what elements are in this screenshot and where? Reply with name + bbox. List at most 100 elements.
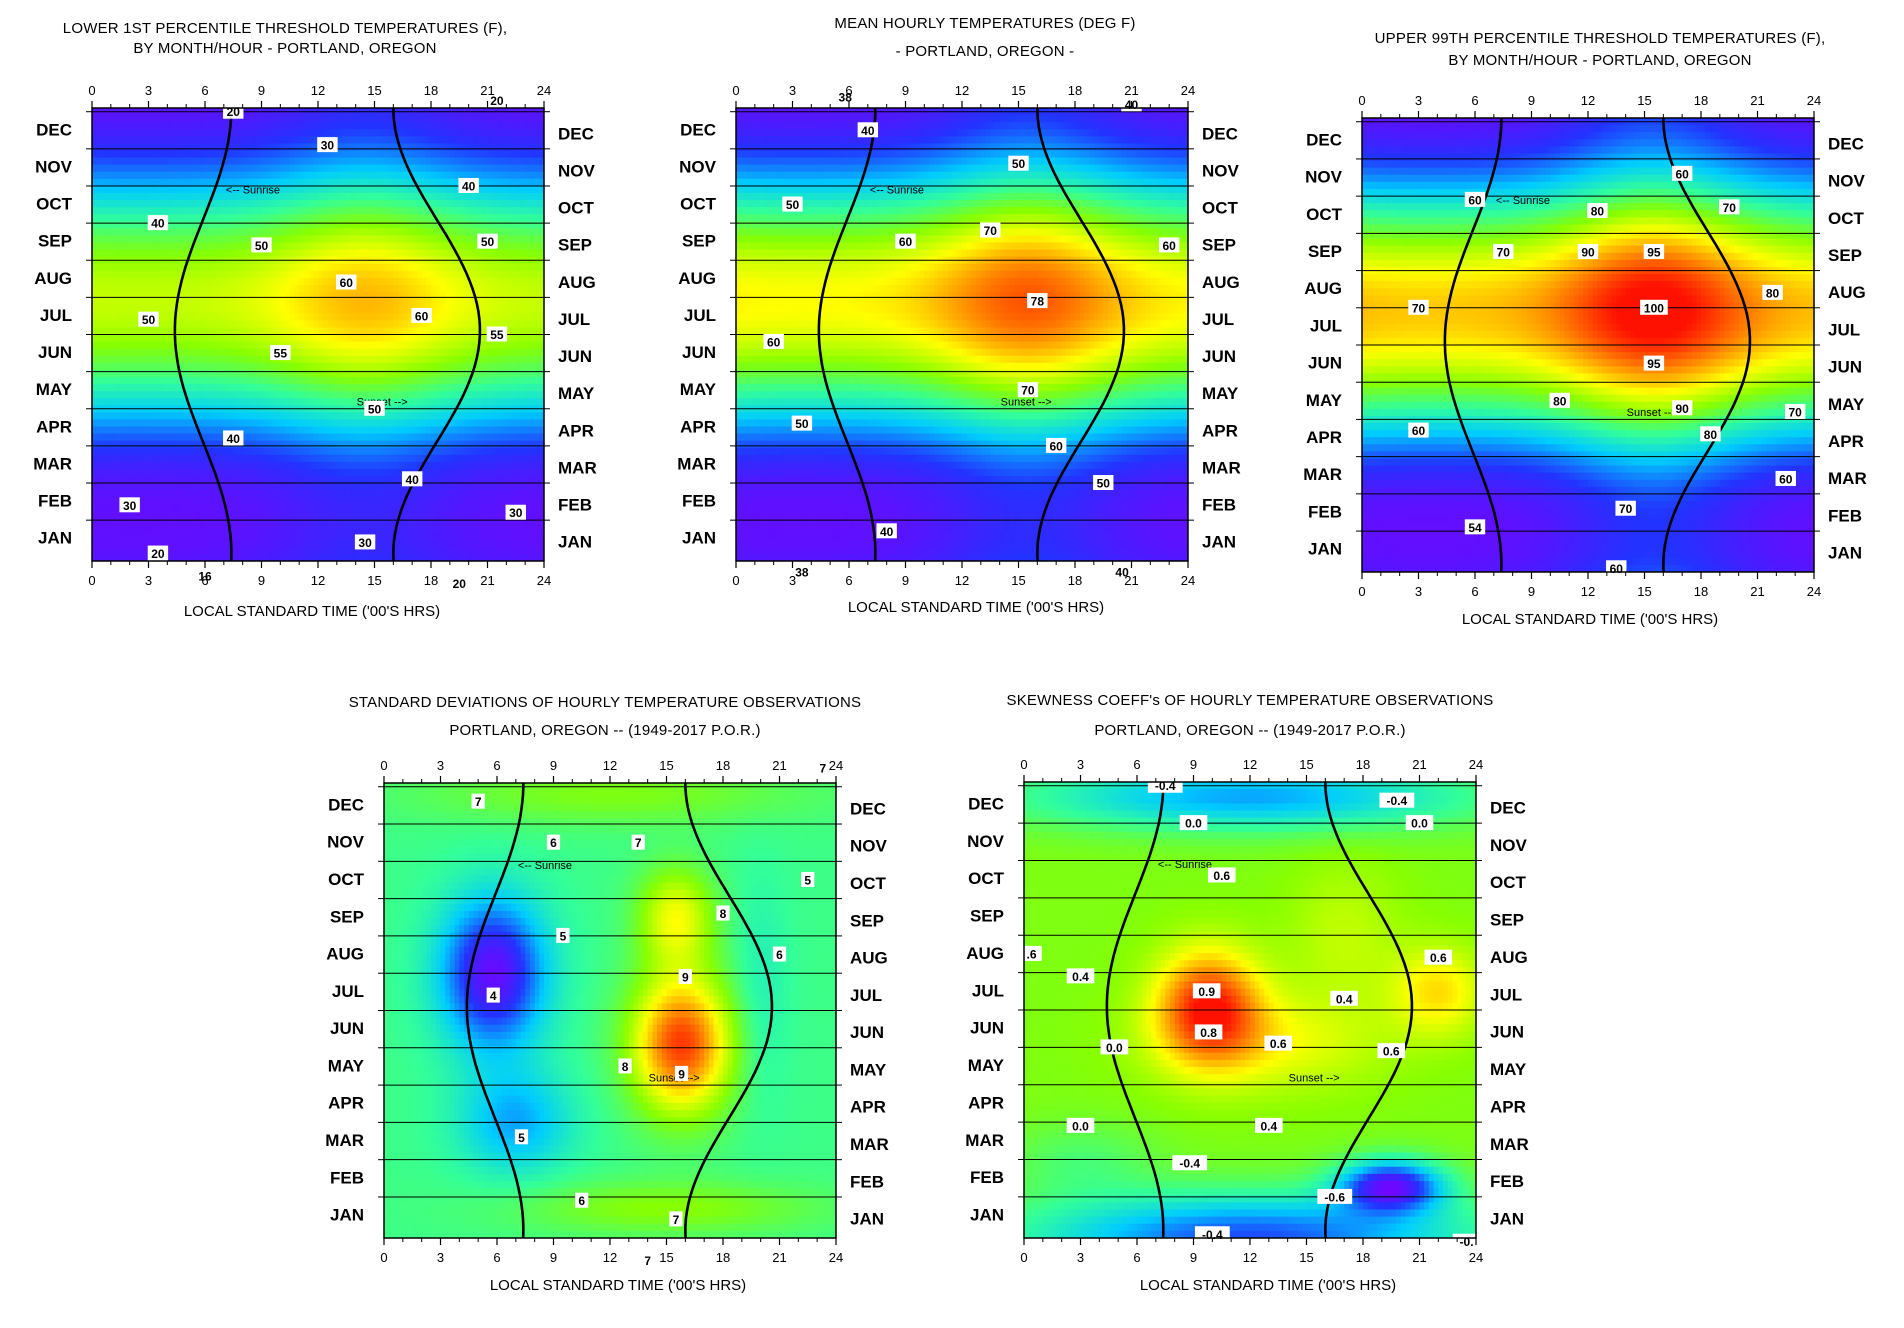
heatmap-cell bbox=[506, 391, 512, 399]
heatmap-cell bbox=[379, 185, 385, 194]
heatmap-cell bbox=[195, 171, 201, 180]
heatmap-cell bbox=[186, 242, 192, 251]
heatmap-cell bbox=[101, 171, 107, 180]
heatmap-cell bbox=[487, 270, 493, 279]
heatmap-cell bbox=[525, 447, 531, 456]
heatmap-cell bbox=[487, 468, 493, 477]
heatmap-cell bbox=[252, 157, 258, 166]
heatmap-cell bbox=[313, 306, 319, 314]
heatmap-cell bbox=[120, 341, 126, 350]
heatmap-cell bbox=[223, 348, 230, 357]
heatmap-cell bbox=[341, 292, 347, 300]
heatmap-cell bbox=[449, 391, 456, 399]
heatmap-cell bbox=[233, 129, 239, 137]
heatmap-cell bbox=[275, 207, 281, 215]
heatmap-cell bbox=[270, 412, 277, 421]
heatmap-cell bbox=[308, 447, 314, 456]
heatmap-cell bbox=[379, 419, 385, 428]
heatmap-cell bbox=[534, 192, 540, 201]
heatmap-cell bbox=[313, 242, 319, 251]
heatmap-cell bbox=[101, 192, 107, 201]
heatmap-cell bbox=[101, 384, 107, 392]
heatmap-cell bbox=[124, 306, 131, 314]
heatmap-cell bbox=[195, 185, 201, 194]
heatmap-cell bbox=[350, 391, 357, 399]
heatmap-cell bbox=[379, 192, 385, 201]
heatmap-cell bbox=[332, 249, 338, 258]
heatmap-cell bbox=[350, 228, 357, 237]
heatmap-cell bbox=[228, 419, 234, 428]
heatmap-cell bbox=[270, 391, 277, 399]
heatmap-cell bbox=[92, 461, 98, 470]
heatmap-cell bbox=[157, 398, 164, 406]
heatmap-cell bbox=[275, 150, 281, 159]
heatmap-cell bbox=[115, 327, 121, 336]
heatmap-cell bbox=[162, 185, 168, 194]
heatmap-cell bbox=[294, 426, 300, 435]
heatmap-cell bbox=[529, 157, 536, 166]
heatmap-cell bbox=[398, 348, 404, 357]
heatmap-cell bbox=[318, 419, 324, 428]
heatmap-cell bbox=[398, 284, 404, 293]
heatmap-cell bbox=[534, 171, 540, 180]
heatmap-cell bbox=[157, 249, 164, 258]
heatmap-cell bbox=[139, 171, 145, 180]
heatmap-cell bbox=[214, 277, 220, 286]
heatmap-cell bbox=[506, 200, 512, 208]
heatmap-cell bbox=[96, 348, 103, 357]
heatmap-cell bbox=[355, 192, 361, 201]
heatmap-cell bbox=[336, 384, 343, 392]
heatmap-cell bbox=[120, 242, 126, 251]
heatmap-cell bbox=[463, 341, 470, 350]
heatmap-cell bbox=[407, 277, 413, 286]
heatmap-cell bbox=[157, 461, 164, 470]
chart-title-line1: LOWER 1ST PERCENTILE THRESHOLD TEMPERATU… bbox=[30, 20, 540, 37]
heatmap-cell bbox=[143, 249, 150, 258]
heatmap-cell bbox=[195, 164, 201, 173]
heatmap-cell bbox=[195, 398, 201, 406]
heatmap-cell bbox=[96, 185, 103, 194]
heatmap-cell bbox=[266, 327, 272, 336]
heatmap-cell bbox=[440, 292, 446, 300]
heatmap-cell bbox=[360, 263, 366, 272]
heatmap-cell bbox=[440, 157, 446, 166]
heatmap-cell bbox=[398, 376, 404, 385]
heatmap-cell bbox=[506, 384, 512, 392]
heatmap-cell bbox=[195, 157, 201, 166]
heatmap-cell bbox=[341, 122, 347, 130]
heatmap-cell bbox=[463, 228, 470, 237]
heatmap-cell bbox=[350, 292, 357, 300]
heatmap-cell bbox=[266, 171, 272, 180]
heatmap-cell bbox=[492, 178, 498, 187]
heatmap-cell bbox=[252, 391, 258, 399]
heatmap-cell bbox=[285, 242, 291, 251]
heatmap-cell bbox=[205, 355, 211, 364]
heatmap-cell bbox=[148, 185, 154, 194]
heatmap-cell bbox=[336, 200, 343, 208]
heatmap-cell bbox=[435, 242, 442, 251]
heatmap-cell bbox=[256, 412, 263, 421]
heatmap-cell bbox=[129, 207, 135, 215]
heatmap-cell bbox=[134, 263, 140, 272]
heatmap-cell bbox=[454, 468, 460, 477]
heatmap-cell bbox=[435, 306, 442, 314]
heatmap-cell bbox=[153, 185, 159, 194]
heatmap-cell bbox=[157, 454, 164, 463]
heatmap-cell bbox=[506, 242, 512, 251]
heatmap-cell bbox=[440, 398, 446, 406]
heatmap-cell bbox=[96, 122, 103, 130]
heatmap-cell bbox=[534, 376, 540, 385]
heatmap-cell bbox=[468, 426, 474, 435]
heatmap-cell bbox=[247, 136, 253, 144]
heatmap-cell bbox=[501, 200, 507, 208]
heatmap-cell bbox=[416, 143, 423, 152]
heatmap-cell bbox=[346, 178, 352, 187]
heatmap-cell bbox=[365, 129, 371, 137]
heatmap-cell bbox=[374, 348, 380, 357]
heatmap-cell bbox=[106, 447, 112, 456]
heatmap-cell bbox=[355, 447, 361, 456]
heatmap-cell bbox=[106, 292, 112, 300]
heatmap-cell bbox=[270, 433, 277, 442]
heatmap-cell bbox=[487, 461, 493, 470]
heatmap-cell bbox=[473, 433, 479, 442]
